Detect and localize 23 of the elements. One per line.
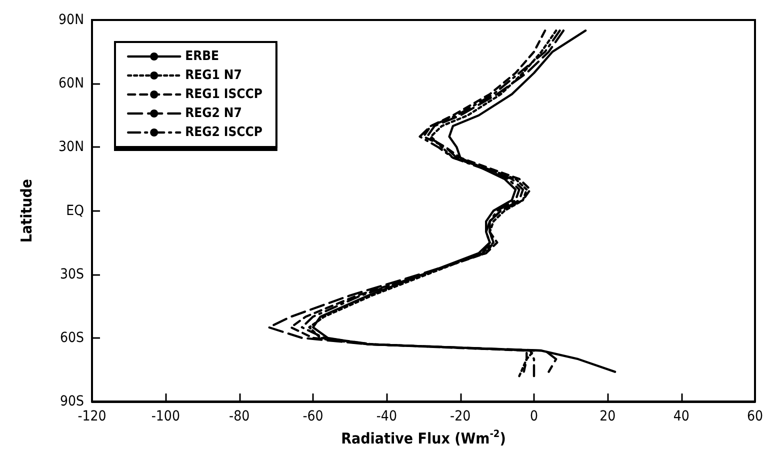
x-tick-label: -20 (450, 408, 471, 424)
x-tick-label: -100 (151, 408, 180, 424)
legend-label: REG1 N7 (185, 68, 242, 83)
y-tick-label: EQ (66, 202, 84, 219)
legend-label: ERBE (185, 49, 220, 64)
x-tick-label: -40 (376, 408, 397, 424)
legend-label: REG2 ISCCP (185, 125, 263, 140)
y-tick-label: 30S (60, 266, 84, 282)
y-tick-label: 60S (60, 330, 84, 346)
legend-label: REG1 ISCCP (185, 87, 263, 102)
y-tick-label: 90S (60, 394, 84, 410)
y-tick-label: 90N (58, 12, 84, 28)
y-tick-label: 30N (58, 139, 84, 156)
x-tick-label: -80 (229, 408, 250, 424)
x-tick-label: -60 (302, 408, 324, 424)
legend-label: REG2 N7 (185, 106, 242, 121)
x-tick-label: 0 (530, 408, 538, 424)
x-tick-label: 60 (746, 408, 764, 424)
y-tick-label: 60N (58, 76, 84, 92)
y-axis-title: Latitude (18, 178, 36, 243)
x-tick-label: -120 (78, 408, 106, 424)
x-tick-label: 40 (673, 408, 690, 424)
x-tick-label: 20 (600, 408, 616, 424)
